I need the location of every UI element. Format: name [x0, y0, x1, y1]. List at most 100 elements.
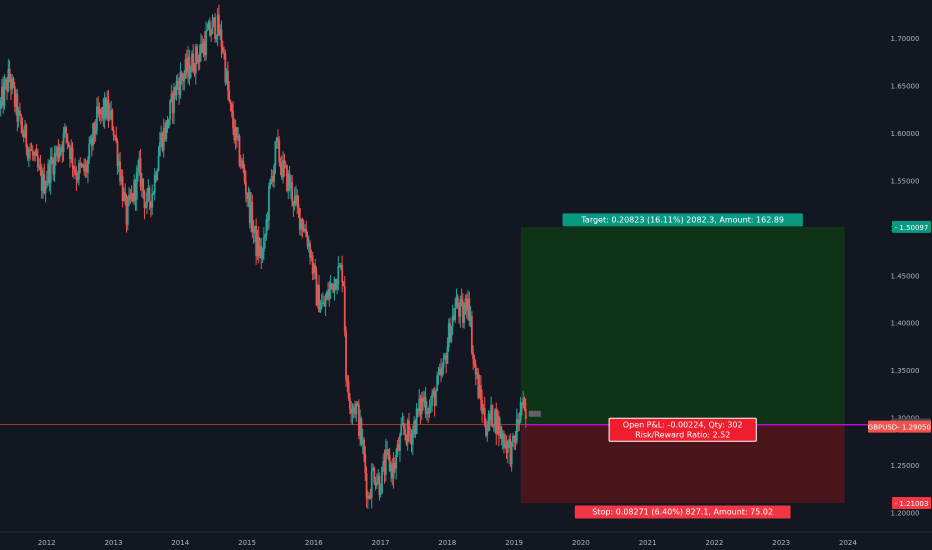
- target-price-tag-bg: [892, 220, 931, 233]
- candle-body: [250, 202, 252, 223]
- candle-body: [39, 166, 42, 171]
- candle-body: [143, 191, 146, 209]
- candle-body: [314, 265, 317, 273]
- candle: [201, 35, 204, 54]
- candle-body: [61, 147, 64, 152]
- candle-body: [112, 130, 115, 136]
- candle-body: [523, 398, 526, 410]
- candle-body: [257, 237, 260, 257]
- x-tick-label: 2022: [705, 539, 723, 547]
- x-tick-label: 2012: [38, 539, 56, 547]
- candle-body: [25, 124, 28, 148]
- candle: [323, 295, 326, 307]
- candle: [223, 46, 225, 60]
- candle: [377, 468, 380, 485]
- x-tick-label: 2020: [572, 539, 590, 547]
- candle-body: [117, 161, 120, 167]
- candle-body: [309, 243, 311, 258]
- candle: [51, 147, 53, 165]
- candle-body: [297, 203, 300, 208]
- candle: [79, 157, 82, 174]
- candle-body: [15, 94, 17, 107]
- candle: [467, 290, 469, 321]
- candle-body: [273, 165, 276, 182]
- candle-body: [372, 468, 374, 471]
- candle-body: [24, 124, 26, 138]
- candle: [192, 43, 195, 74]
- candle-body: [517, 419, 519, 424]
- candle-body: [57, 146, 60, 158]
- candle: [292, 201, 295, 217]
- candle: [15, 88, 17, 116]
- candle: [445, 352, 448, 374]
- candle-body: [343, 286, 346, 332]
- candle-body: [26, 147, 29, 158]
- candle: [280, 155, 283, 180]
- x-tick-label: 2014: [171, 539, 189, 547]
- candle: [224, 49, 227, 86]
- candle-body: [395, 454, 398, 469]
- candle-body: [382, 460, 385, 467]
- candle-body: [301, 218, 304, 230]
- candle: [182, 72, 184, 91]
- candle-body: [369, 497, 372, 499]
- candle-body: [169, 100, 172, 120]
- candle: [80, 162, 83, 169]
- candle: [423, 391, 426, 408]
- candle-body: [500, 426, 503, 440]
- candle-body: [205, 30, 207, 56]
- candle-body: [129, 194, 132, 199]
- candle-body: [265, 219, 268, 236]
- candle: [30, 142, 33, 152]
- candle-body: [443, 355, 446, 359]
- candle: [78, 159, 80, 186]
- y-tick-label: 1.45000: [891, 272, 920, 280]
- candle-body: [404, 428, 406, 435]
- candle-body: [224, 53, 227, 83]
- candle: [110, 100, 112, 120]
- candle-body: [429, 405, 432, 407]
- candle-body: [399, 435, 401, 451]
- candle: [48, 159, 51, 192]
- candle: [67, 141, 70, 148]
- candle-body: [473, 358, 476, 365]
- candle-body: [411, 430, 414, 445]
- candle: [417, 408, 419, 418]
- position-zones: [520, 226, 845, 504]
- candle: [135, 165, 138, 211]
- candle-body: [235, 127, 238, 138]
- candle: [20, 113, 23, 134]
- candle-body: [268, 185, 270, 221]
- candle: [469, 305, 472, 328]
- candle: [227, 61, 229, 101]
- candle-body: [123, 192, 125, 202]
- candle: [200, 33, 202, 62]
- candle-body: [138, 158, 141, 168]
- x-tick-label: 2023: [772, 539, 790, 547]
- candle-body: [42, 174, 44, 191]
- x-tick-label: 2021: [639, 539, 657, 547]
- candle: [38, 158, 41, 171]
- candle-body: [296, 195, 299, 204]
- candle-body: [506, 440, 509, 453]
- candle-body: [87, 159, 89, 173]
- candle-body: [102, 107, 105, 119]
- candle: [211, 14, 214, 35]
- candle-body: [495, 409, 498, 435]
- candle-body: [212, 17, 215, 21]
- candle-body: [316, 285, 319, 306]
- candle: [320, 293, 323, 310]
- candle: [402, 415, 405, 436]
- candle-body: [247, 192, 250, 200]
- candle: [36, 148, 39, 172]
- candle: [392, 452, 395, 489]
- candle-body: [149, 201, 152, 208]
- candle-body: [202, 41, 205, 53]
- candle-body: [198, 52, 201, 63]
- candle: [157, 146, 160, 172]
- candle: [393, 457, 396, 473]
- candle-body: [6, 79, 8, 92]
- candle-body: [234, 127, 237, 141]
- candle-body: [333, 279, 336, 293]
